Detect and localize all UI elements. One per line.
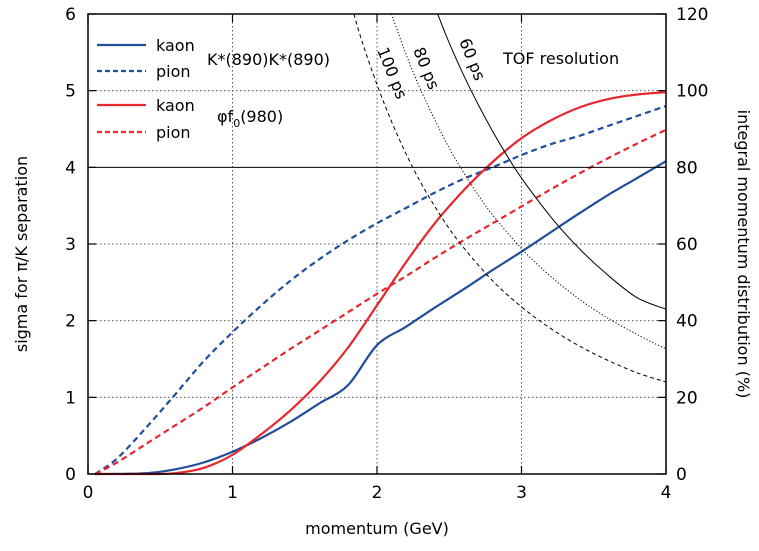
tof-label-80ps: 80 ps bbox=[409, 44, 443, 92]
y-left-tick-label-2: 2 bbox=[65, 312, 76, 332]
x-axis-label: momentum (GeV) bbox=[305, 519, 449, 538]
y-right-tick-label-2: 40 bbox=[676, 312, 698, 332]
series-tof-80ps bbox=[390, 13, 667, 350]
y-right-tick-label-6: 120 bbox=[676, 5, 708, 25]
tof-label-60ps: 60 ps bbox=[455, 35, 489, 83]
y-left-tick-label-5: 5 bbox=[65, 82, 76, 102]
series-kaon-phi-f0 bbox=[95, 91, 667, 476]
y-right-tick-label-5: 100 bbox=[676, 82, 708, 102]
y-right-tick-label-4: 80 bbox=[676, 158, 698, 178]
series-tof-100ps bbox=[353, 13, 667, 383]
tof-label-100ps: 100 ps bbox=[373, 44, 411, 101]
y-left-tick-label-3: 3 bbox=[65, 235, 76, 255]
legend-kaon-red-label: kaon bbox=[156, 96, 195, 115]
legend-group-phi-f0: φf0(980) bbox=[217, 107, 283, 130]
series-pion-phi-f0 bbox=[94, 128, 667, 475]
phi-f-tail: (980) bbox=[240, 107, 283, 126]
phi-f-text: φf bbox=[217, 107, 234, 126]
series-pion-kstar bbox=[94, 104, 667, 475]
legend-group-kstar: K*(890)K*(890) bbox=[207, 50, 330, 69]
x-tick-label-2: 2 bbox=[372, 483, 383, 503]
phi-f-subscript: 0 bbox=[233, 117, 240, 130]
legend: kaon pion kaon pion K*(890)K*(890) φf0(9… bbox=[97, 36, 330, 142]
y-left-tick-label-6: 6 bbox=[65, 5, 76, 25]
y-left-tick-label-0: 0 bbox=[65, 465, 76, 485]
data-curves bbox=[94, 13, 667, 476]
x-tick-label-1: 1 bbox=[227, 483, 238, 503]
y-right-tick-label-0: 0 bbox=[676, 465, 687, 485]
legend-pion-red-label: pion bbox=[156, 123, 191, 142]
x-tick-label-3: 3 bbox=[516, 483, 527, 503]
y-axis-left-label: sigma for π/K separation bbox=[12, 156, 31, 352]
legend-kaon-blue-label: kaon bbox=[156, 36, 195, 55]
series-kaon-kstar bbox=[95, 160, 667, 476]
tof-resolution-title: TOF resolution bbox=[502, 49, 619, 68]
y-left-tick-label-1: 1 bbox=[65, 388, 76, 408]
y-right-tick-label-3: 60 bbox=[676, 235, 698, 255]
grid-lines bbox=[88, 14, 666, 474]
legend-pion-blue-label: pion bbox=[156, 62, 191, 81]
y-right-tick-label-1: 20 bbox=[676, 388, 698, 408]
y-axis-right-label: integral momentum distribution (%) bbox=[734, 110, 753, 399]
y-left-tick-label-4: 4 bbox=[65, 158, 76, 178]
series-tof-60ps bbox=[437, 13, 667, 310]
x-tick-label-0: 0 bbox=[83, 483, 94, 503]
x-tick-label-4: 4 bbox=[661, 483, 672, 503]
